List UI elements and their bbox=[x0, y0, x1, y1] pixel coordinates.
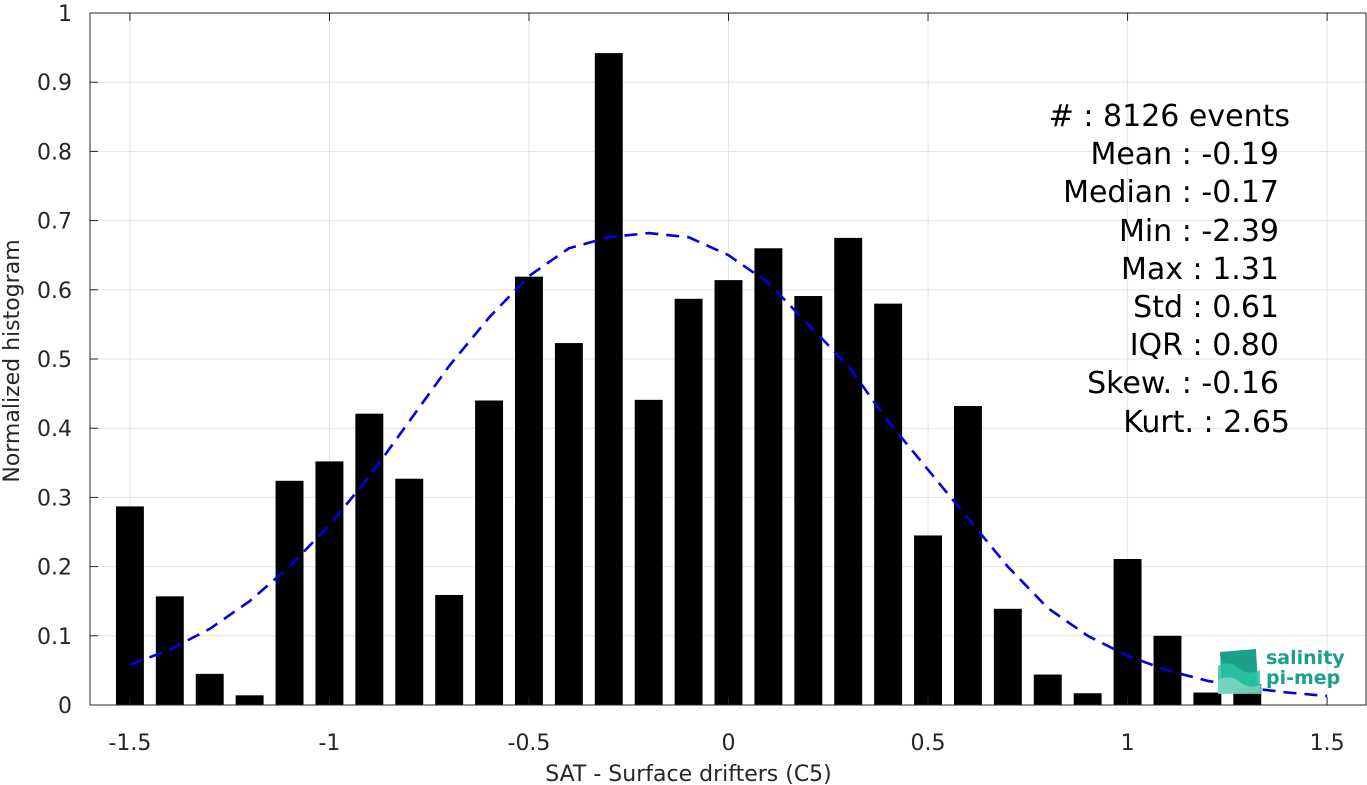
histogram-bar bbox=[515, 276, 543, 705]
y-tick-label: 0.7 bbox=[37, 210, 72, 235]
stat-max: Max : 1.31 bbox=[1121, 251, 1279, 287]
y-tick-label: 0 bbox=[58, 694, 72, 719]
histogram-bar bbox=[275, 480, 304, 705]
histogram-bar bbox=[435, 594, 464, 705]
stat-mean: Mean : -0.19 bbox=[1090, 137, 1279, 173]
stat-min: Min : -2.39 bbox=[1118, 213, 1279, 249]
stat-kurt: Kurt. : 2.65 bbox=[1123, 404, 1290, 440]
stat-std: Std : 0.61 bbox=[1133, 290, 1279, 326]
salinity-pi-mep-logo: salinity pi-mep bbox=[1216, 646, 1356, 696]
y-tick-label: 0.8 bbox=[37, 140, 72, 165]
x-tick-label: -1 bbox=[318, 731, 340, 756]
stat-count: # : 8126 events bbox=[1048, 99, 1290, 134]
stat-iqr: IQR : 0.80 bbox=[1129, 328, 1279, 364]
x-tick-label: -1.5 bbox=[108, 731, 151, 756]
histogram-bar bbox=[1033, 674, 1062, 705]
histogram-bar bbox=[953, 406, 982, 705]
histogram-bar bbox=[115, 506, 144, 705]
y-tick-label: 0.5 bbox=[37, 348, 72, 373]
histogram-bar bbox=[594, 53, 623, 706]
tick-labels: -1.5 -1 -0.5 0 0.5 1 1.5 0 0.1 0.2 0.3 0.4 0.5 0.6 0.7… bbox=[37, 2, 1345, 756]
x-tick-label: 1.5 bbox=[1310, 731, 1345, 756]
y-tick-label: 0.1 bbox=[37, 625, 72, 650]
histogram-bar bbox=[794, 296, 823, 705]
y-tick-label: 0.6 bbox=[37, 279, 72, 304]
statistics-panel: # : 8126 events Mean : -0.19 Median : -0… bbox=[1000, 98, 1290, 442]
fit-curve bbox=[129, 231, 1328, 698]
histogram-bar bbox=[235, 695, 264, 705]
y-tick-label: 0.3 bbox=[37, 486, 72, 511]
logo-line-2: pi-mep bbox=[1266, 667, 1341, 689]
histogram-bar bbox=[554, 343, 583, 705]
histogram-bar bbox=[634, 399, 663, 705]
histogram-bar bbox=[195, 673, 224, 705]
histogram-bar bbox=[714, 280, 743, 705]
logo-line-1: salinity bbox=[1266, 647, 1345, 669]
x-tick-label: -0.5 bbox=[508, 731, 551, 756]
y-tick-label: 1 bbox=[58, 2, 72, 27]
histogram-bar bbox=[1193, 692, 1222, 705]
y-tick-label: 0.4 bbox=[37, 417, 72, 442]
histogram-bar bbox=[355, 413, 384, 705]
stat-skew: Skew. : -0.16 bbox=[1087, 366, 1279, 402]
histogram-bar bbox=[475, 400, 504, 705]
x-tick-label: 0.5 bbox=[911, 731, 946, 756]
histogram-bar bbox=[1073, 693, 1102, 705]
histogram-bar bbox=[395, 478, 424, 705]
histogram-bar bbox=[1113, 558, 1142, 705]
histogram-bar bbox=[914, 535, 942, 705]
histogram-bar bbox=[874, 303, 903, 705]
histogram-bar bbox=[674, 298, 703, 705]
wave-logo-icon bbox=[1218, 649, 1262, 694]
stat-median: Median : -0.17 bbox=[1063, 175, 1279, 211]
y-axis-label: Normalized histogram bbox=[0, 239, 25, 482]
bars bbox=[115, 53, 1262, 706]
histogram-bar bbox=[315, 461, 344, 705]
y-tick-label: 0.2 bbox=[37, 556, 72, 581]
histogram-bar bbox=[993, 608, 1022, 705]
histogram-bar bbox=[834, 237, 863, 705]
y-tick-label: 0.9 bbox=[37, 71, 72, 96]
x-axis-label: SAT - Surface drifters (C5) bbox=[545, 762, 832, 785]
x-tick-label: 0 bbox=[722, 731, 736, 756]
histogram-bar bbox=[754, 248, 783, 705]
x-tick-label: 1 bbox=[1121, 731, 1135, 756]
